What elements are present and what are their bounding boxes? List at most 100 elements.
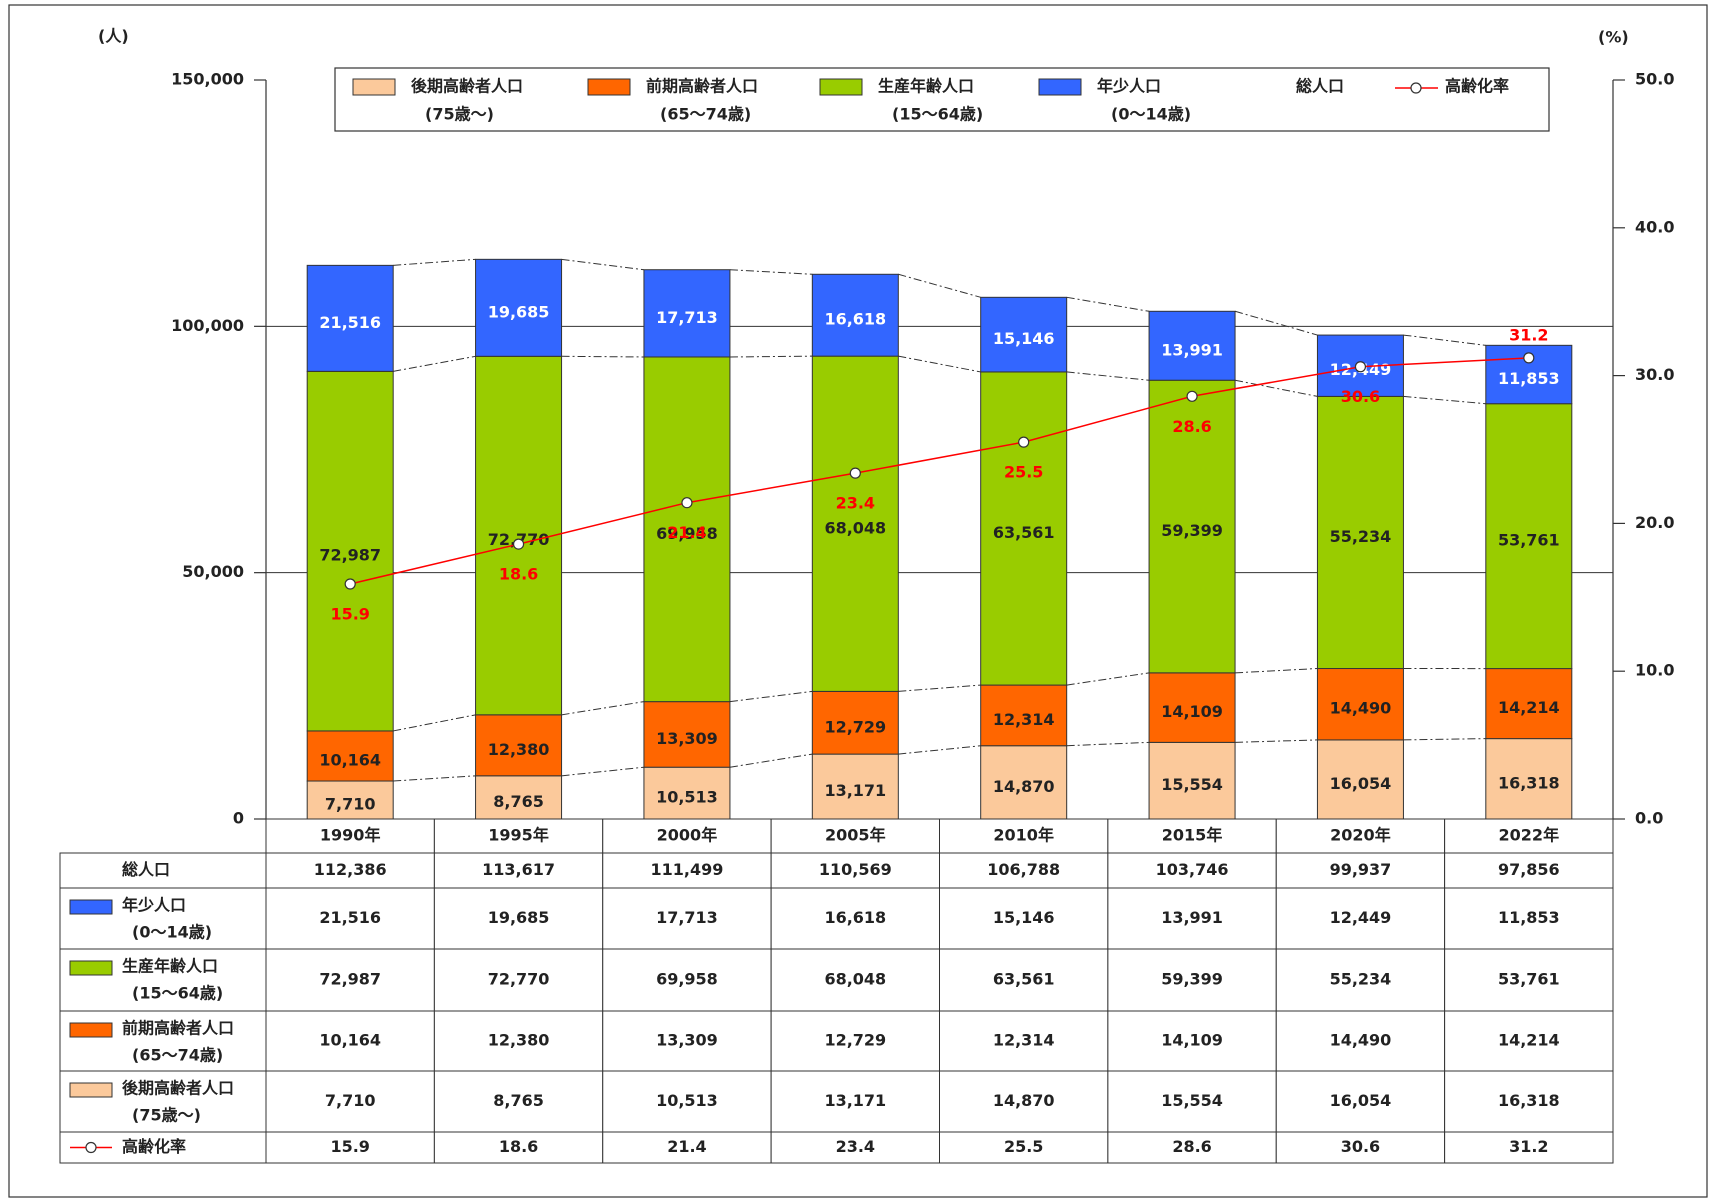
bar-segment — [1485, 403, 1573, 670]
y-tick-label: 0 — [233, 809, 244, 828]
bar-segment — [811, 273, 899, 357]
legend-label: 後期高齢者人口 — [411, 77, 523, 96]
table-value: 12,314 — [993, 1031, 1055, 1050]
line-point — [1018, 436, 1030, 448]
table-cell — [939, 887, 1109, 950]
legend-label: 高齢化率 — [1445, 77, 1509, 96]
table-cell — [939, 948, 1109, 1012]
line-value-label: 28.6 — [1172, 417, 1211, 436]
bar-value-label: 10,513 — [656, 788, 718, 807]
table-cell — [602, 1010, 772, 1072]
connector — [393, 714, 476, 732]
connector — [1235, 668, 1318, 674]
table-cell — [1275, 1010, 1446, 1072]
bar-value-label: 17,713 — [656, 308, 718, 327]
y-tick-label: 50,000 — [182, 562, 244, 581]
table-cell — [1275, 1070, 1446, 1133]
bar-value-label: 59,399 — [1161, 521, 1223, 540]
connector — [561, 766, 644, 777]
table-row-label: 高齢化率 — [122, 1137, 186, 1156]
table-value: 11,853 — [1498, 908, 1560, 927]
table-value: 12,380 — [488, 1031, 550, 1050]
legend-label: 年少人口 — [1097, 77, 1161, 96]
bar-value-label: 16,318 — [1498, 773, 1560, 792]
bar-value-label: 13,991 — [1161, 340, 1223, 359]
connector — [393, 775, 476, 782]
legend-sublabel: (0〜14歳) — [1111, 105, 1191, 124]
table-cell — [1444, 887, 1614, 950]
table-cell — [770, 852, 940, 889]
bar-value-label: 13,171 — [824, 781, 886, 800]
table-value: 16,318 — [1498, 1091, 1560, 1110]
frame — [8, 4, 1708, 1198]
connector — [561, 355, 644, 358]
legend-swatch — [1038, 78, 1082, 96]
legend-swatch — [819, 78, 863, 96]
table-value: 113,617 — [482, 860, 555, 879]
table-cell — [939, 818, 1109, 854]
legend-label: 生産年齢人口 — [878, 77, 974, 96]
connector — [1403, 395, 1486, 405]
table-cell — [1275, 852, 1446, 889]
table-row-label: 生産年齢人口 — [122, 957, 218, 976]
bar-segment — [1148, 672, 1236, 743]
y2-tick-label: 0.0 — [1635, 809, 1663, 828]
table-value: 14,214 — [1498, 1031, 1560, 1050]
connector — [1234, 310, 1318, 336]
table-cell — [1107, 852, 1277, 889]
connector — [1235, 739, 1318, 743]
table-value: 31.2 — [1509, 1137, 1548, 1156]
table-row-header — [59, 1010, 267, 1072]
table-value: 13,171 — [824, 1091, 886, 1110]
x-tick-label: 2020年 — [1330, 826, 1391, 845]
table-cell — [433, 1070, 604, 1133]
connector — [729, 753, 813, 768]
table-value: 8,765 — [493, 1091, 544, 1110]
bar-segment — [1148, 310, 1236, 381]
table-value: 18.6 — [499, 1137, 538, 1156]
table-value: 16,618 — [824, 908, 886, 927]
bar-segment — [811, 355, 899, 692]
bar-segment — [475, 355, 563, 716]
bar-value-label: 7,710 — [325, 795, 376, 814]
bar-value-label: 11,853 — [1498, 369, 1560, 388]
line-point — [344, 578, 356, 590]
bar-segment — [475, 714, 563, 777]
table-row-sublabel: (65〜74歳) — [132, 1046, 223, 1065]
x-tick-label: 1990年 — [320, 826, 381, 845]
x-tick-label: 2010年 — [993, 826, 1054, 845]
connector — [561, 258, 645, 271]
y-tick-label: 150,000 — [171, 70, 244, 89]
line-value-label: 30.6 — [1341, 387, 1380, 406]
table-value: 15,146 — [993, 908, 1055, 927]
bar-value-label: 16,618 — [824, 310, 886, 329]
table-value: 28.6 — [1172, 1137, 1211, 1156]
bar-segment — [1316, 739, 1404, 820]
bar-value-label: 8,765 — [493, 792, 544, 811]
table-value: 59,399 — [1161, 970, 1223, 989]
line-point — [1523, 352, 1535, 364]
table-value: 69,958 — [656, 970, 718, 989]
connector — [561, 701, 645, 716]
connector — [898, 273, 981, 298]
table-swatch — [69, 960, 113, 976]
bar-value-label: 55,234 — [1330, 527, 1392, 546]
table-cell — [265, 948, 435, 1012]
table-row-sublabel: (75歳〜) — [132, 1106, 201, 1125]
table-cell — [433, 818, 604, 854]
table-cell — [939, 1131, 1109, 1164]
line-value-label: 25.5 — [1004, 463, 1043, 482]
table-value: 103,746 — [1156, 860, 1229, 879]
bar-segment — [980, 684, 1068, 747]
bar-value-label: 14,490 — [1330, 699, 1392, 718]
bar-segment — [1485, 668, 1573, 740]
line-value-label: 18.6 — [499, 565, 538, 584]
line-value-label: 15.9 — [330, 604, 369, 623]
table-value: 17,713 — [656, 908, 718, 927]
table-value: 19,685 — [488, 908, 550, 927]
legend-swatch — [352, 78, 396, 96]
table-cell — [265, 852, 435, 889]
connector — [729, 355, 813, 358]
bar-value-label: 15,146 — [993, 329, 1055, 348]
